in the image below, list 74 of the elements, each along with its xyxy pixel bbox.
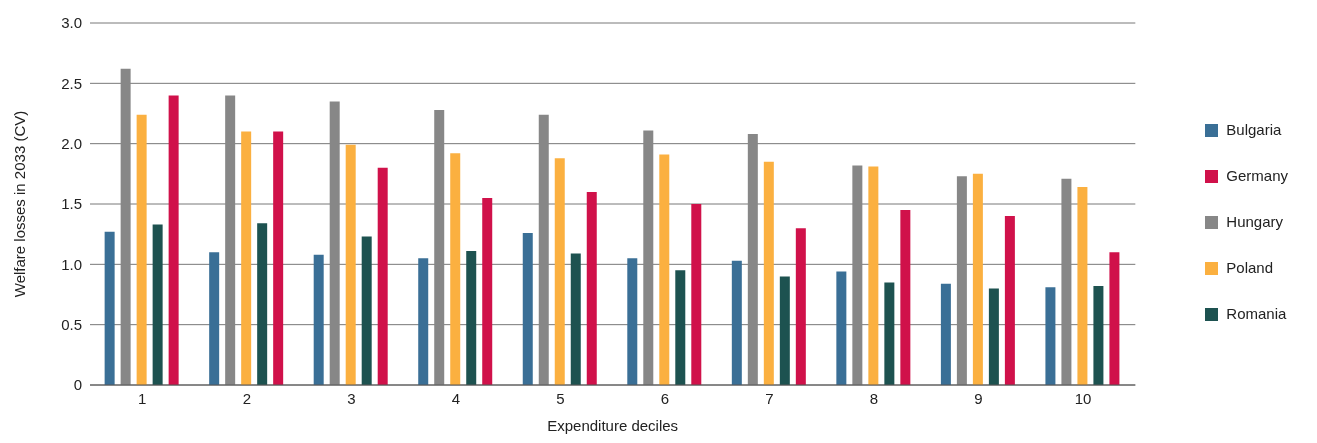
bar — [120, 68, 131, 385]
bar — [1077, 187, 1088, 385]
bar — [747, 134, 758, 385]
bar — [434, 109, 445, 385]
x-tick-label: 2 — [242, 389, 251, 407]
x-tick-label: 7 — [765, 389, 774, 407]
bar — [522, 232, 533, 385]
x-tick-label: 9 — [974, 389, 983, 407]
bar — [273, 131, 284, 385]
bar — [1045, 287, 1056, 385]
y-tick-label: 2.5 — [61, 74, 82, 92]
y-tick-label: 1.5 — [61, 195, 82, 213]
bar — [972, 173, 983, 385]
bar — [361, 236, 372, 385]
y-tick-label: 2.0 — [61, 134, 82, 152]
legend-label: Bulgaria — [1226, 120, 1282, 138]
y-tick-label: 0.5 — [61, 315, 82, 333]
bar — [466, 251, 477, 385]
legend-label: Poland — [1226, 258, 1274, 276]
x-tick-label: 1 — [138, 389, 147, 407]
bar — [586, 191, 597, 385]
bar — [225, 95, 236, 385]
bar — [377, 167, 388, 385]
bar — [168, 95, 179, 385]
bar — [554, 158, 565, 385]
bar — [257, 223, 268, 385]
bar — [450, 153, 461, 385]
bar — [956, 176, 967, 385]
bar — [1109, 252, 1120, 385]
bar — [241, 131, 252, 385]
x-tick-label: 10 — [1074, 389, 1092, 407]
bar — [795, 228, 806, 385]
legend-label: Germany — [1226, 166, 1288, 184]
bar — [482, 197, 493, 385]
bar — [900, 210, 911, 385]
x-tick-label: 6 — [660, 389, 670, 407]
bar — [731, 260, 742, 385]
bar — [136, 114, 147, 385]
bar — [643, 130, 654, 385]
bar — [1004, 216, 1015, 385]
bar — [836, 271, 847, 385]
bar — [940, 283, 951, 385]
bar — [345, 144, 356, 385]
bar — [209, 252, 220, 385]
bar — [313, 254, 324, 385]
y-axis-title: Welfare losses in 2033 (CV) — [11, 110, 29, 298]
bar — [675, 270, 686, 385]
bar — [868, 166, 879, 385]
bar — [627, 258, 638, 385]
bar — [763, 161, 774, 385]
bar — [418, 258, 429, 385]
bar — [570, 253, 581, 385]
bar — [538, 114, 549, 385]
x-tick-label: 4 — [451, 389, 461, 407]
y-tick-label: 0 — [73, 376, 82, 394]
x-tick-label: 5 — [556, 389, 565, 407]
bar — [329, 101, 340, 385]
bar — [852, 165, 863, 385]
bar — [659, 154, 670, 385]
x-tick-label: 3 — [347, 389, 356, 407]
bar — [104, 231, 115, 385]
y-tick-label: 3.0 — [61, 14, 82, 32]
bar — [1061, 178, 1072, 385]
bar — [988, 288, 999, 385]
legend-label: Hungary — [1226, 212, 1284, 230]
x-tick-label: 8 — [869, 389, 879, 407]
bar — [779, 276, 790, 385]
bar — [152, 224, 163, 385]
y-tick-label: 1.0 — [61, 255, 82, 273]
bar — [691, 204, 702, 385]
bar — [1093, 286, 1104, 385]
bar — [884, 282, 895, 385]
legend-label: Romania — [1226, 304, 1287, 322]
x-axis-title: Expenditure deciles — [547, 417, 679, 434]
